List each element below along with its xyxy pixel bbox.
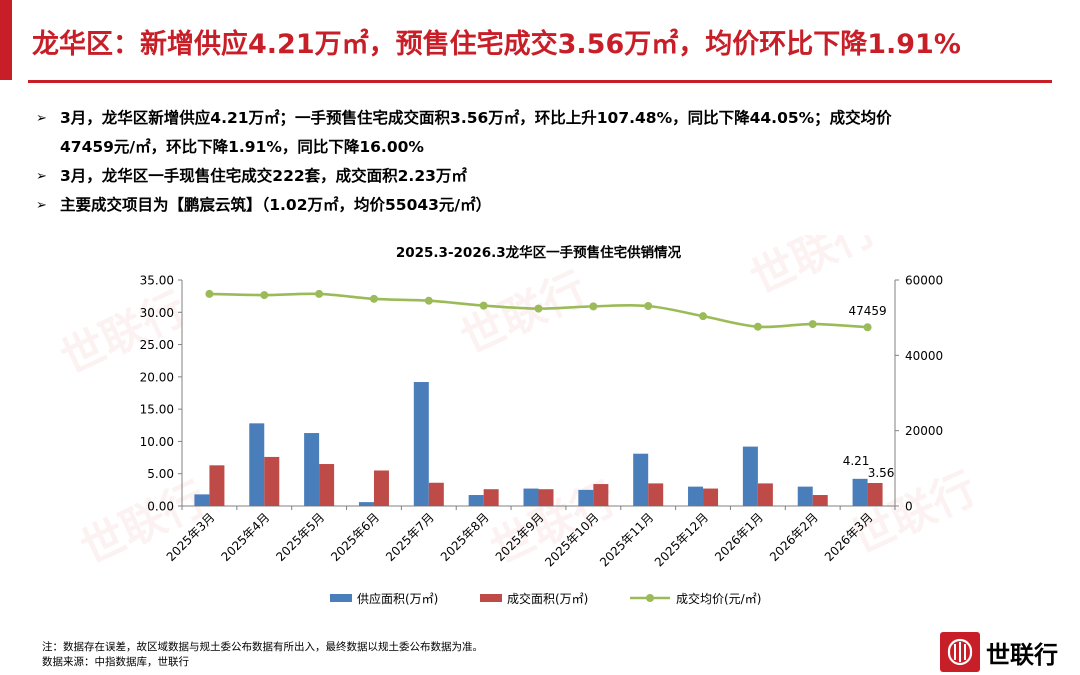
- price-point: [753, 322, 762, 331]
- x-tick-label: 2025年5月: [273, 510, 327, 564]
- right-tick-label: 60000: [905, 274, 943, 288]
- brand-name: 世联行: [986, 640, 1058, 669]
- bullet-3-text: 主要成交项目为【鹏宸云筑】（1.02万㎡，均价55043元/㎡）: [60, 196, 492, 214]
- bar-sales: [648, 483, 664, 506]
- legend-swatch-0: [330, 594, 352, 602]
- brand-mark-icon: [940, 632, 980, 672]
- price-point: [863, 323, 872, 332]
- price-point: [589, 302, 598, 311]
- bullet-3: ➢ 主要成交项目为【鹏宸云筑】（1.02万㎡，均价55043元/㎡）: [36, 191, 1046, 220]
- x-tick-label: 2025年7月: [383, 510, 437, 564]
- left-tick-label: 0.00: [147, 500, 174, 514]
- bar-sales: [483, 489, 499, 506]
- accent-bar: [0, 0, 12, 80]
- bar-sales: [593, 484, 609, 506]
- bar-supply: [249, 423, 265, 506]
- bar-sales: [867, 483, 883, 506]
- bar-supply: [852, 478, 868, 506]
- right-tick-label: 20000: [905, 424, 943, 438]
- bullet-1: ➢ 3月，龙华区新增供应4.21万㎡；一手预售住宅成交面积3.56万㎡，环比上升…: [36, 104, 1046, 162]
- bullet-2: ➢ 3月，龙华区一手现售住宅成交222套，成交面积2.23万㎡: [36, 162, 1046, 191]
- price-point: [205, 289, 214, 298]
- price-point: [315, 289, 324, 298]
- bar-supply: [633, 453, 649, 506]
- footnote-line-2: 数据来源：中指数据库，世联行: [42, 656, 189, 668]
- left-tick-label: 5.00: [147, 467, 174, 481]
- right-tick-label: 0: [905, 500, 913, 514]
- x-tick-label: 2025年8月: [438, 510, 492, 564]
- x-tick-label: 2025年12月: [652, 510, 711, 569]
- bullet-marker-icon: ➢: [36, 111, 47, 126]
- right-tick-label: 40000: [905, 349, 943, 363]
- bullet-1-continuation: 47459元/㎡，环比下降1.91%，同比下降16.00%: [60, 138, 424, 156]
- left-tick-label: 15.00: [140, 403, 174, 417]
- price-point: [424, 296, 433, 305]
- bullet-marker-icon: ➢: [36, 198, 47, 213]
- summary-bullets: ➢ 3月，龙华区新增供应4.21万㎡；一手预售住宅成交面积3.56万㎡，环比上升…: [36, 104, 1046, 220]
- x-tick-label: 2025年6月: [328, 510, 382, 564]
- legend-label-2: 成交均价(元/㎡): [676, 591, 761, 606]
- legend-label-0: 供应面积(万㎡): [357, 591, 438, 606]
- left-tick-label: 25.00: [140, 338, 174, 352]
- price-point: [808, 320, 817, 329]
- legend-label-1: 成交面积(万㎡): [507, 591, 588, 606]
- bar-supply: [523, 488, 539, 506]
- bar-supply: [194, 494, 210, 506]
- price-point: [260, 291, 269, 300]
- data-label: 4.21: [843, 454, 870, 468]
- x-tick-label: 2026年2月: [767, 510, 821, 564]
- bar-sales: [428, 482, 444, 506]
- bar-supply: [742, 446, 758, 506]
- legend-marker-2: [646, 594, 654, 602]
- page-title: 龙华区：新增供应4.21万㎡，预售住宅成交3.56万㎡，均价环比下降1.91%: [32, 29, 961, 60]
- bar-sales: [373, 470, 389, 506]
- data-label: 3.56: [868, 466, 895, 480]
- bar-sales: [812, 495, 828, 506]
- bar-sales: [757, 483, 773, 506]
- bullet-1-text: 3月，龙华区新增供应4.21万㎡；一手预售住宅成交面积3.56万㎡，环比上升10…: [60, 109, 892, 127]
- brand-logo: 世联行: [940, 632, 1058, 672]
- legend-swatch-1: [480, 594, 502, 602]
- chart-title: 2025.3-2026.3龙华区一手预售住宅供销情况: [396, 244, 682, 261]
- title-rule: [28, 80, 1052, 83]
- x-tick-label: 2025年4月: [219, 510, 273, 564]
- left-tick-label: 10.00: [140, 435, 174, 449]
- left-tick-label: 35.00: [140, 274, 174, 288]
- price-point: [534, 304, 543, 313]
- price-point: [479, 301, 488, 310]
- price-point: [644, 301, 653, 310]
- left-tick-label: 20.00: [140, 370, 174, 384]
- x-tick-label: 2026年1月: [712, 510, 766, 564]
- price-point: [699, 312, 708, 321]
- footnote-line-1: 注：数据存在误差，故区域数据与规土委公布数据有所出入，最终数据以规土委公布数据为…: [42, 641, 483, 653]
- left-tick-label: 30.00: [140, 306, 174, 320]
- price-point: [369, 294, 378, 303]
- data-label: 47459: [848, 304, 886, 318]
- bar-supply: [413, 382, 429, 506]
- bullet-marker-icon: ➢: [36, 169, 47, 184]
- bar-sales: [703, 488, 719, 506]
- bar-sales: [264, 456, 280, 506]
- bar-supply: [688, 486, 704, 506]
- bullet-2-text: 3月，龙华区一手现售住宅成交222套，成交面积2.23万㎡: [60, 167, 467, 185]
- watermark-2: 世联行: [743, 235, 884, 305]
- footnote: 注：数据存在误差，故区域数据与规土委公布数据有所出入，最终数据以规土委公布数据为…: [42, 640, 483, 670]
- bar-supply: [468, 495, 484, 506]
- bar-supply: [797, 486, 813, 506]
- bar-supply: [578, 489, 594, 506]
- bar-sales: [319, 464, 335, 506]
- bar-supply: [358, 502, 374, 506]
- bar-sales: [538, 489, 554, 506]
- bar-supply: [304, 433, 320, 506]
- bar-sales: [209, 465, 225, 506]
- watermark-1: 世联行: [453, 263, 594, 365]
